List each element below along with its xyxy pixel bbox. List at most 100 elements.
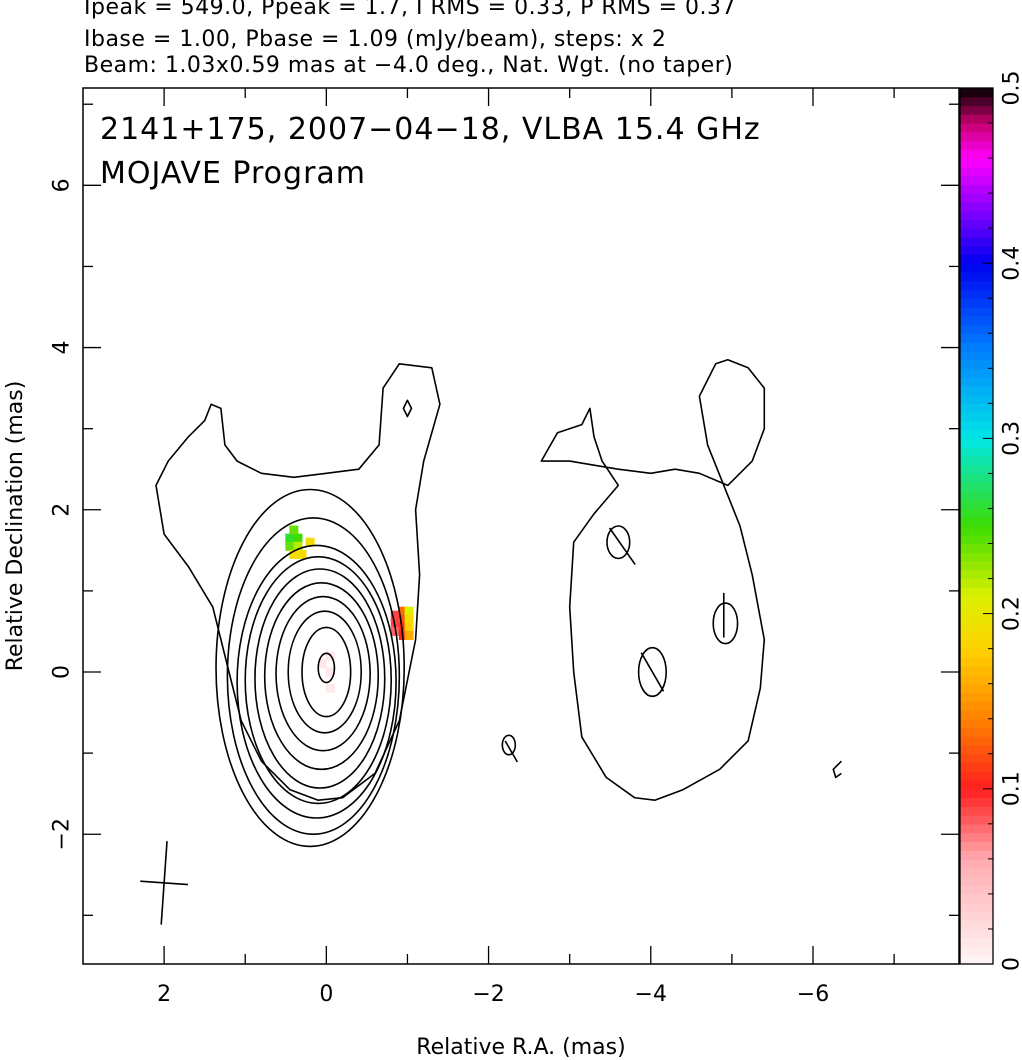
colorbar-segment xyxy=(960,201,993,212)
colorbar-segment xyxy=(960,166,993,177)
colorbar-segment xyxy=(960,499,993,510)
colorbar-segment xyxy=(960,175,993,185)
polarization-pixel xyxy=(289,549,299,559)
colorbar-segment xyxy=(960,193,993,203)
colorbar-segment xyxy=(960,517,993,527)
colorbar-segment xyxy=(960,850,993,860)
polarization-pixel xyxy=(390,618,400,628)
colorbar-segment xyxy=(960,955,993,965)
colorbar-segment xyxy=(960,131,993,142)
intensity-contour xyxy=(236,544,397,819)
colorbar-segment xyxy=(960,394,993,404)
polarization-pixel xyxy=(325,667,335,677)
colorbar-segment xyxy=(960,893,993,904)
colorbar-segment xyxy=(960,928,993,939)
x-tick-label: 0 xyxy=(319,982,333,1007)
colorbar-segment xyxy=(960,788,993,799)
colorbar-segment xyxy=(960,692,993,702)
colorbar-segment xyxy=(960,464,993,475)
x-axis-label: Relative R.A. (mas) xyxy=(416,1035,625,1060)
intensity-contour xyxy=(275,595,371,752)
colorbar-segment xyxy=(960,815,993,825)
intensity-contour xyxy=(402,399,413,418)
intensity-contour xyxy=(832,760,842,779)
colorbar-segment xyxy=(960,210,993,220)
colorbar-segment xyxy=(960,385,993,396)
x-tick-label: −6 xyxy=(797,982,829,1007)
y-tick-label: 2 xyxy=(50,503,75,517)
colorbar-segment xyxy=(960,184,993,194)
colorbar-segment xyxy=(960,885,993,895)
intensity-contour xyxy=(606,525,631,560)
colorbar-segment xyxy=(960,280,993,291)
colorbar-segment xyxy=(960,858,993,869)
colorbar-segment xyxy=(960,771,993,781)
colorbar-segment xyxy=(960,333,993,343)
colorbar-segment xyxy=(960,271,993,282)
colorbar-segment xyxy=(960,368,993,378)
y-tick-label: 6 xyxy=(50,178,75,192)
colorbar-frame xyxy=(959,87,994,965)
intensity-contour xyxy=(226,517,401,836)
intensity-contour xyxy=(287,610,363,734)
evpa-vector xyxy=(640,652,665,692)
colorbar-segment xyxy=(960,718,993,729)
beam-marker xyxy=(140,841,189,925)
colorbar-segment xyxy=(960,552,993,562)
colorbar-segment xyxy=(960,403,993,413)
colorbar-segment xyxy=(960,140,993,150)
colorbar-segment xyxy=(960,412,993,422)
polarization-vector-layer xyxy=(504,527,725,763)
colorbar-segment xyxy=(960,604,993,615)
colorbar-segment xyxy=(960,823,993,834)
colorbar-tick-label: 0.3 xyxy=(1000,421,1022,456)
colorbar-segment xyxy=(960,920,993,930)
map-title: 2141+175, 2007−04−18, VLBA 15.4 GHz xyxy=(100,112,761,147)
colorbar-segment xyxy=(960,350,993,361)
polarization-pixel xyxy=(390,610,400,620)
intensity-contour xyxy=(540,358,766,802)
colorbar-segment xyxy=(960,666,993,676)
polarization-pixel xyxy=(325,683,335,693)
colorbar-segment xyxy=(960,508,993,518)
colorbar-segment xyxy=(960,473,993,483)
colorbar-segment xyxy=(960,867,993,877)
colorbar-segment xyxy=(960,96,993,107)
polarization-pixel xyxy=(285,541,295,551)
colorbar-segment xyxy=(960,578,993,588)
intensity-contour xyxy=(501,734,517,756)
colorbar-segment xyxy=(960,455,993,466)
intensity-contour xyxy=(712,602,739,645)
colorbar-segment xyxy=(960,727,993,737)
colorbar-segment xyxy=(960,639,993,650)
colorbar-segment xyxy=(960,236,993,247)
polarization-pixel xyxy=(398,614,408,624)
colorbar-segment xyxy=(960,420,993,431)
colorbar: 0 0.1 0.2 0.3 0.4 0.5 xyxy=(959,71,1022,971)
program-label: MOJAVE Program xyxy=(100,156,366,191)
colorbar-segment xyxy=(960,88,993,98)
evpa-vector xyxy=(608,527,636,566)
header-stats-line: Ipeak = 549.0, Ppeak = 1.7, I RMS = 0.33… xyxy=(84,0,736,20)
colorbar-segment xyxy=(960,648,993,658)
colorbar-tick-label: 0.4 xyxy=(1000,246,1022,281)
colorbar-segment xyxy=(960,587,993,597)
colorbar-segment xyxy=(960,832,993,842)
polarization-pixel xyxy=(404,631,414,640)
colorbar-segment xyxy=(960,105,993,115)
intensity-contour xyxy=(155,362,441,802)
colorbar-segment xyxy=(960,561,993,571)
colorbar-segment xyxy=(960,447,993,457)
y-tick-label: −2 xyxy=(50,818,75,850)
colorbar-segment xyxy=(960,622,993,632)
colorbar-tick-label: 0.2 xyxy=(1000,596,1022,631)
colorbar-segment xyxy=(960,674,993,685)
colorbar-segment xyxy=(960,377,993,387)
colorbar-segment xyxy=(960,123,993,133)
plot-frame xyxy=(82,87,960,965)
colorbar-segment xyxy=(960,254,993,264)
colorbar-segment xyxy=(960,342,993,352)
colorbar-segment xyxy=(960,429,993,439)
polarization-pixel xyxy=(404,622,414,632)
